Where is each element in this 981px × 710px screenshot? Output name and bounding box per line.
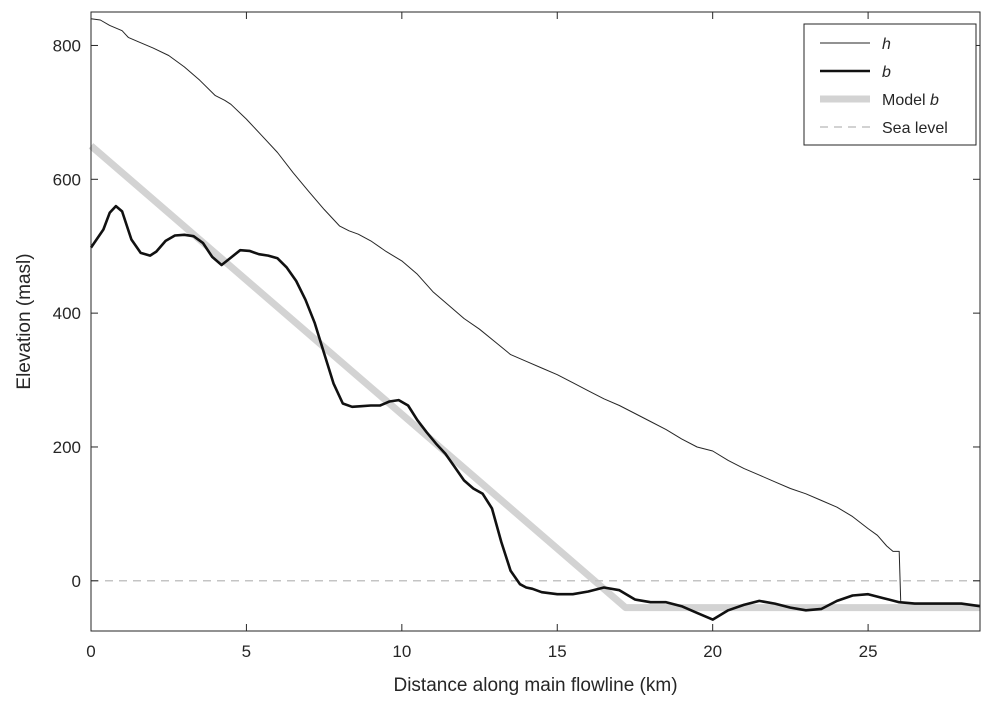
y-tick-label: 600 bbox=[53, 170, 81, 189]
y-tick-label: 400 bbox=[53, 304, 81, 323]
legend: h b Model b Sea level bbox=[803, 23, 977, 146]
y-tick-label: 0 bbox=[72, 572, 81, 591]
x-axis-label: Distance along main flowline (km) bbox=[393, 675, 677, 696]
x-tick-label: 25 bbox=[859, 642, 878, 661]
legend-label-model-b: Model b bbox=[882, 92, 939, 109]
legend-label-b: b bbox=[882, 64, 891, 81]
x-tick-label: 0 bbox=[86, 642, 95, 661]
x-tick-label: 15 bbox=[548, 642, 567, 661]
legend-label-h: h bbox=[882, 36, 891, 53]
x-tick-label: 5 bbox=[242, 642, 251, 661]
series-line-h bbox=[90, 18, 902, 601]
legend-label-sea-level: Sea level bbox=[882, 120, 948, 137]
plot-series-group bbox=[88, 18, 981, 621]
plot-frame bbox=[90, 11, 981, 632]
series-line-b bbox=[89, 204, 981, 621]
series-line-model-b bbox=[88, 143, 980, 612]
axis-ticks-group: 0 5 10 15 20 25 0 200 400 600 800 bbox=[53, 12, 980, 661]
legend-box bbox=[803, 23, 977, 146]
y-tick-label: 800 bbox=[53, 36, 81, 55]
x-tick-label: 10 bbox=[392, 642, 411, 661]
x-tick-label: 20 bbox=[703, 642, 722, 661]
y-axis-label: Elevation (masl) bbox=[14, 253, 35, 389]
y-tick-label: 200 bbox=[53, 438, 81, 457]
